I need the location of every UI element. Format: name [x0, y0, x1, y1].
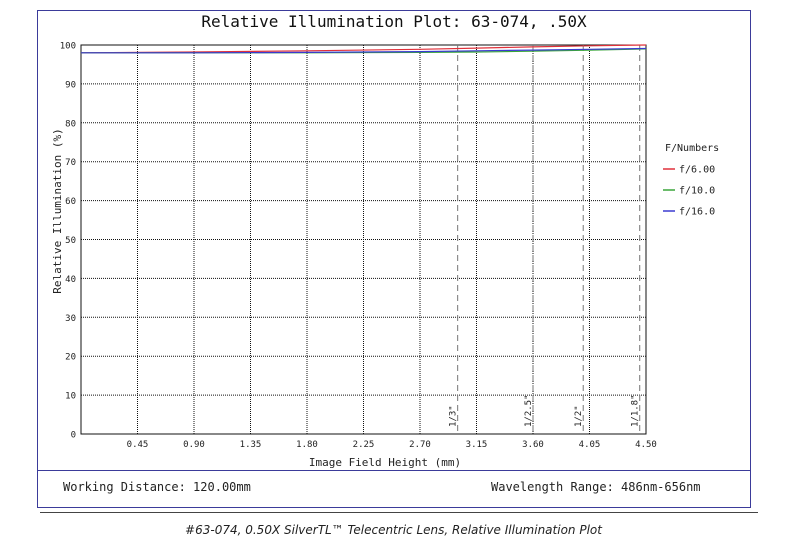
y-tick-label: 70: [65, 158, 76, 168]
y-tick-label: 90: [65, 80, 76, 90]
x-tick-label: 0.90: [183, 440, 205, 450]
x-tick-label: 1.35: [240, 440, 262, 450]
x-tick-label: 4.05: [579, 440, 601, 450]
x-axis-label: Image Field Height (mm): [309, 456, 461, 469]
series-line: [81, 47, 647, 54]
x-tick-label: 2.25: [353, 440, 375, 450]
legend: f/6.00 f/10.0 f/16.0: [663, 165, 715, 218]
x-tick-label: 1.80: [296, 440, 318, 450]
legend-label: f/10.0: [679, 186, 715, 197]
x-tick-label: 0.45: [127, 440, 149, 450]
y-axis-label: Relative Illumination (%): [51, 128, 64, 294]
x-tick-label: 3.15: [466, 440, 488, 450]
legend-label: f/6.00: [679, 165, 715, 176]
chart-title: Relative Illumination Plot: 63-074, .50X: [201, 12, 587, 31]
plot-frame: [37, 10, 751, 508]
grid: [80, 44, 647, 435]
working-distance: Working Distance: 120.00mm: [63, 480, 251, 494]
tick-labels: 0 10 20 30 40 50 60 70 80 90 100 0.45 0.90 1.35 1.80 2.…: [60, 42, 657, 451]
legend-title: F/Numbers: [665, 143, 720, 154]
sensor-markers: 1/3" 1/2.5" 1/2" 1/1.8": [449, 45, 641, 434]
footer-bar: [37, 470, 751, 508]
y-tick-label: 10: [65, 392, 76, 402]
sensor-marker-label: 1/2": [574, 405, 584, 427]
x-tick-label: 4.50: [635, 440, 657, 450]
y-tick-label: 40: [65, 275, 76, 285]
sensor-marker-label: 1/3": [449, 405, 459, 427]
wavelength-range: Wavelength Range: 486nm-656nm: [491, 480, 701, 494]
sensor-marker-label: 1/1.8": [631, 394, 641, 427]
y-tick-label: 50: [65, 236, 76, 246]
series-line: [80, 44, 647, 54]
y-tick-label: 0: [71, 431, 76, 441]
caption-divider: [40, 512, 758, 513]
y-tick-label: 100: [60, 42, 76, 52]
x-tick-label: 2.70: [409, 440, 431, 450]
x-tick-label: 3.60: [522, 440, 544, 450]
legend-label: f/16.0: [679, 207, 715, 218]
y-tick-label: 20: [65, 353, 76, 363]
sensor-marker-label: 1/2.5": [524, 394, 534, 427]
y-tick-label: 30: [65, 314, 76, 324]
y-tick-label: 80: [65, 119, 76, 129]
y-tick-label: 60: [65, 197, 76, 207]
caption: #63-074, 0.50X SilverTL™ Telecentric Len…: [185, 523, 602, 537]
series-lines: [80, 44, 647, 54]
